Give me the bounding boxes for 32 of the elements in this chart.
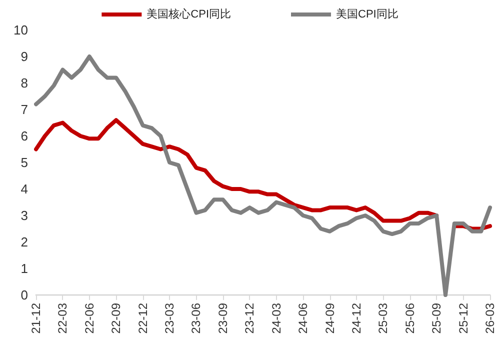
x-tick-label: 24-09 (322, 302, 337, 334)
y-tick-label: 4 (20, 182, 28, 196)
x-tick-label: 24-12 (349, 302, 364, 334)
x-tick-label: 24-03 (269, 302, 284, 334)
x-tick-label: 23-09 (216, 302, 230, 334)
x-tick-label: 26-03 (483, 302, 497, 334)
line-series (34, 54, 492, 297)
y-tick-label: 1 (20, 261, 28, 276)
x-tick-label: 25-03 (376, 302, 390, 334)
y-tick-label: 2 (20, 234, 28, 250)
x-tick-label: 25-12 (456, 302, 470, 334)
y-tick-label: 3 (20, 208, 28, 223)
y-tick-label: 7 (20, 102, 28, 117)
x-tick-label: 24-06 (296, 302, 310, 334)
x-tick-label: 25-06 (402, 302, 417, 334)
x-tick-label: 22-06 (82, 302, 96, 334)
x-tick-label: 22-09 (109, 302, 124, 334)
x-tick-label: 23-03 (162, 302, 177, 334)
x-tick-label: 23-06 (189, 302, 204, 334)
x-tick-label: 22-12 (136, 302, 150, 334)
y-tick-label: 0 (20, 288, 28, 302)
y-tick-label: 8 (20, 76, 28, 90)
legend-label: 美国核心CPI同比 (146, 8, 232, 20)
y-tick-label: 10 (14, 22, 28, 38)
legend-label: 美国CPI同比 (336, 8, 398, 20)
x-tick-label: 23-12 (242, 302, 257, 334)
x-tick-label: 22-03 (56, 302, 70, 334)
y-tick-label: 9 (20, 49, 28, 64)
x-tick-label: 25-09 (430, 302, 444, 334)
x-tick-label: 21-12 (29, 302, 43, 334)
y-tick-label: 6 (20, 128, 28, 144)
y-tick-label: 5 (20, 155, 28, 170)
